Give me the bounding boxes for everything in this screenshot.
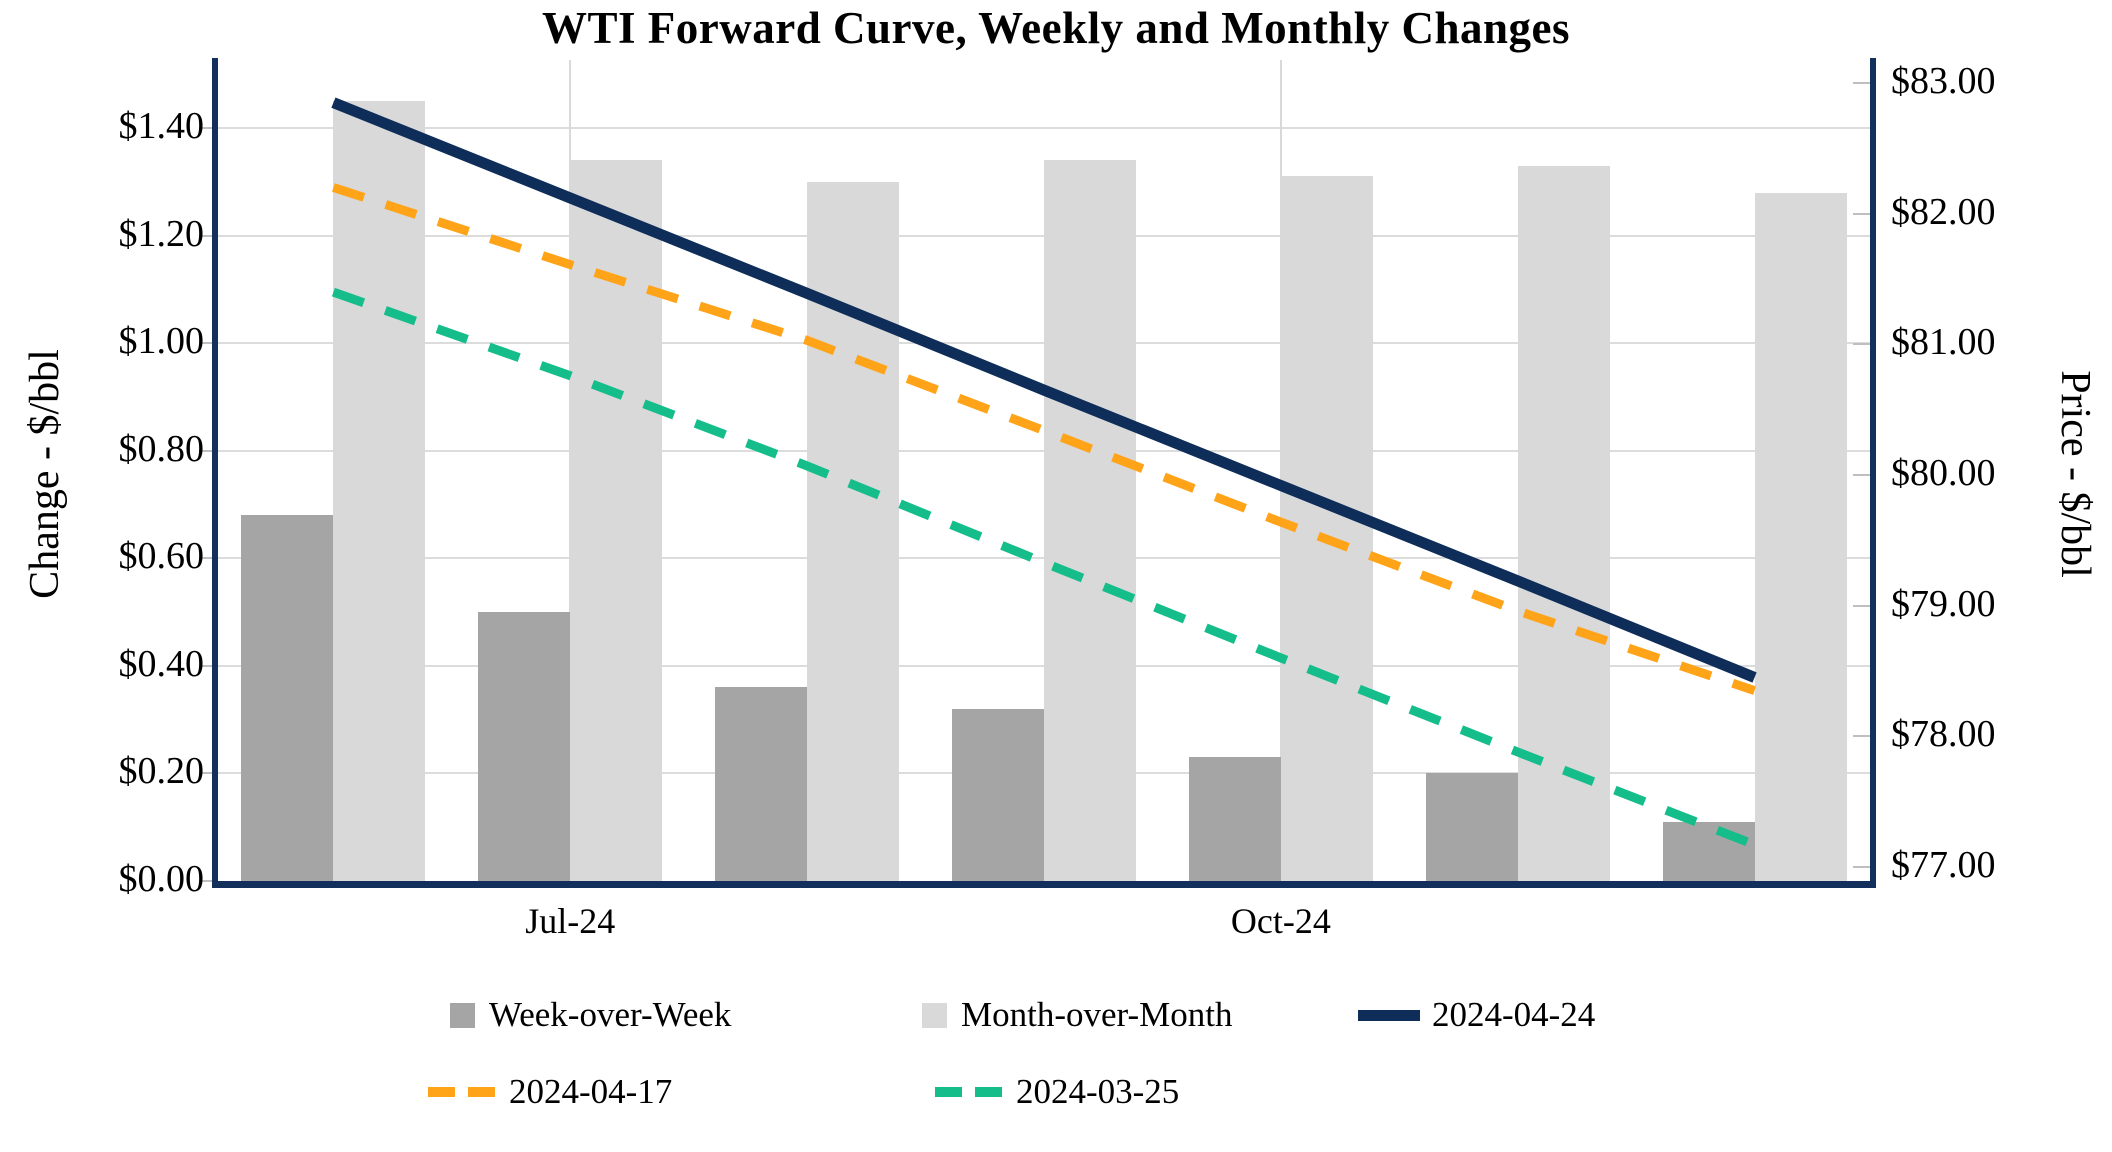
left-tick bbox=[199, 449, 215, 452]
legend-label: 2024-04-17 bbox=[509, 1072, 673, 1111]
left-axis-line bbox=[212, 58, 218, 888]
chart-title: WTI Forward Curve, Weekly and Monthly Ch… bbox=[542, 3, 1570, 53]
right-axis-tick-label: $78.00 bbox=[1891, 713, 1996, 756]
left-axis-tick-label: $0.60 bbox=[118, 535, 205, 578]
legend-label: 2024-04-24 bbox=[1432, 995, 1596, 1034]
x-axis-line bbox=[212, 881, 1876, 888]
left-tick bbox=[199, 234, 215, 237]
right-axis-tick-label: $79.00 bbox=[1891, 582, 1996, 625]
left-axis-tick-label: $0.20 bbox=[118, 750, 205, 793]
legend-label: Week-over-Week bbox=[489, 995, 732, 1034]
left-tick bbox=[199, 880, 215, 882]
right-tick bbox=[1853, 212, 1873, 215]
x-axis-tick-label: Jul-24 bbox=[525, 901, 616, 941]
left-axis-tick-label: $1.40 bbox=[118, 104, 205, 147]
legend-item-2024-03-25: 2024-03-25 bbox=[935, 1072, 1179, 1112]
bar-week-over-week bbox=[952, 708, 1044, 882]
right-axis-line bbox=[1870, 58, 1876, 888]
bar-week-over-week bbox=[1188, 757, 1281, 882]
left-axis-tick-label: $0.40 bbox=[118, 642, 205, 685]
right-tick bbox=[1853, 735, 1873, 738]
right-tick bbox=[1853, 474, 1873, 476]
line-2024-04-17 bbox=[332, 183, 1757, 695]
legend-item-2024-04-17: 2024-04-17 bbox=[428, 1072, 672, 1112]
bar-month-over-month bbox=[1044, 160, 1136, 882]
right-tick bbox=[1853, 82, 1873, 84]
bar-week-over-week bbox=[1662, 821, 1755, 882]
right-axis-tick-label: $77.00 bbox=[1891, 844, 1996, 887]
right-tick bbox=[1853, 604, 1873, 607]
legend-item-2024-04-24: 2024-04-24 bbox=[1358, 995, 1595, 1035]
left-tick bbox=[199, 664, 215, 667]
legend-dash-marker bbox=[428, 1087, 495, 1097]
legend-square-marker bbox=[450, 1002, 475, 1028]
bar-month-over-month bbox=[1754, 192, 1847, 882]
legend-item-Week-over-Week: Week-over-Week bbox=[450, 995, 731, 1035]
left-axis-tick-label: $1.20 bbox=[118, 212, 205, 255]
right-axis-tick-label: $82.00 bbox=[1891, 190, 1996, 233]
legend-label: 2024-03-25 bbox=[1016, 1072, 1180, 1111]
right-axis-tick-label: $81.00 bbox=[1891, 321, 1996, 364]
line-2024-03-25 bbox=[331, 287, 1757, 849]
line-2024-04-24 bbox=[331, 97, 1757, 683]
bar-week-over-week bbox=[1425, 773, 1518, 882]
legend-dash-marker bbox=[935, 1087, 1002, 1097]
left-tick bbox=[199, 342, 215, 345]
right-axis-tick-label: $80.00 bbox=[1891, 452, 1996, 494]
legend-line-marker bbox=[1358, 1009, 1420, 1021]
bar-week-over-week bbox=[478, 612, 571, 882]
left-tick bbox=[199, 557, 215, 560]
bar-week-over-week bbox=[241, 515, 334, 882]
legend-label: Month-over-Month bbox=[961, 995, 1233, 1034]
left-tick bbox=[199, 772, 215, 775]
right-tick bbox=[1853, 343, 1873, 346]
right-axis-tick-label: $83.00 bbox=[1891, 60, 1996, 102]
bar-month-over-month bbox=[333, 101, 426, 882]
left-tick bbox=[199, 126, 215, 129]
left-axis-tick-label: $0.80 bbox=[118, 427, 205, 470]
legend-square-marker bbox=[922, 1002, 947, 1028]
left-axis-tick-label: $0.00 bbox=[118, 858, 205, 900]
legend-item-Month-over-Month: Month-over-Month bbox=[922, 995, 1233, 1035]
right-tick bbox=[1853, 866, 1873, 869]
left-axis-tick-label: $1.00 bbox=[118, 320, 205, 363]
h-gridline bbox=[215, 126, 1873, 129]
x-axis-tick-label: Oct-24 bbox=[1230, 901, 1331, 941]
bar-week-over-week bbox=[715, 687, 808, 882]
